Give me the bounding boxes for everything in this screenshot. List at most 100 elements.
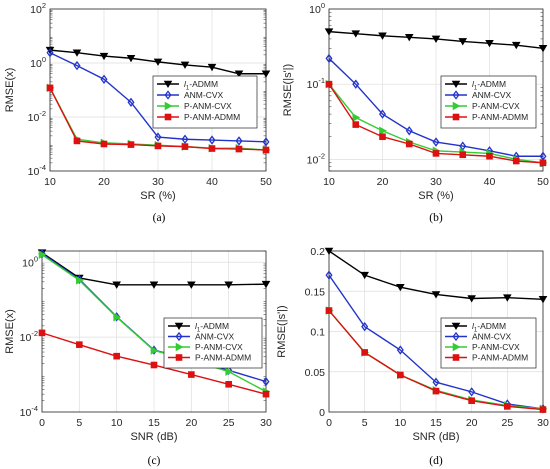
legend-marker-l1: [163, 80, 173, 89]
y-tick-label: 0.15: [305, 286, 326, 298]
legend-label-anmcvx: ANM-CVX: [195, 332, 235, 342]
legend-label-l1: l1-ADMM: [195, 321, 229, 334]
data-point-l1: [431, 35, 441, 43]
data-point-l1: [485, 39, 494, 48]
data-point-panmadmm: [459, 151, 467, 159]
legend-label-panmadmm: P-ANM-ADMM: [472, 112, 528, 122]
plot-frame: [328, 250, 544, 413]
data-point-anmcvx: [262, 376, 270, 387]
y-tick-base: 10: [307, 154, 319, 166]
series-panmadmm: [38, 329, 270, 398]
chart-panel-b: 10 20 30 40 5010-210-1100l1-ADMMANM-CVXP-ANM…: [282, 1, 549, 224]
data-point-panmadmm: [325, 80, 333, 88]
legend-label-rest: -ADMM: [477, 321, 506, 331]
data-point-panmcvx: [38, 250, 47, 259]
legend-marker-panmadmm: [175, 354, 183, 361]
plot-frame: [328, 8, 544, 172]
y-tick-label: 100: [309, 1, 325, 16]
data-point-l1: [404, 34, 414, 42]
legend-marker-panmcvx: [452, 101, 461, 111]
data-point-l1: [180, 61, 190, 69]
data-point-l1: [324, 28, 334, 36]
chart-panel-d: 0 5 10 15 20 25 30 0 0.05 0.1 0.15 0.2 l1-ADMMANM-CV…: [276, 246, 549, 467]
series-anmcvx: [46, 48, 270, 147]
x-tick-label: 30: [430, 176, 442, 188]
data-point-l1: [396, 283, 405, 292]
y-tick-label: 10-2: [307, 151, 325, 166]
data-point-anmcvx: [181, 134, 189, 144]
x-tick-label: 10: [44, 176, 56, 188]
data-point-l1: [360, 271, 369, 280]
legend-label-panmcvx: P-ANM-CVX: [472, 101, 520, 111]
data-point-panmcvx: [379, 126, 387, 136]
y-tick-label: 0.1: [310, 327, 325, 339]
data-point-panmadmm: [325, 307, 333, 314]
data-point-anmcvx: [432, 377, 440, 387]
data-point-l1: [234, 70, 244, 78]
data-point-l1: [99, 52, 109, 61]
series-panmadmm: [325, 307, 547, 413]
data-point-l1: [126, 54, 136, 63]
x-tick-label: 5: [362, 417, 368, 429]
data-point-panmadmm: [512, 157, 520, 165]
data-point-anmcvx: [405, 126, 413, 136]
legend-label-subscript: 1: [474, 328, 478, 334]
series-line-anmcvx: [49, 52, 267, 143]
series-l1: [324, 247, 548, 304]
legend-label-panmadmm: P-ANM-ADMM: [472, 353, 528, 363]
y-tick-base: 10: [309, 4, 321, 16]
x-tick-label: 20: [466, 417, 478, 429]
data-point-l1: [207, 63, 217, 72]
data-point-l1: [45, 46, 55, 55]
data-point-panmadmm: [539, 406, 547, 413]
legend-marker-panmcvx: [164, 101, 173, 111]
data-point-anmcvx: [325, 53, 333, 64]
data-point-anmcvx: [154, 132, 162, 142]
x-tick-label: 40: [484, 176, 496, 188]
legend-label-subscript: 1: [186, 86, 190, 92]
y-tick-base: 10: [28, 166, 40, 178]
y-tick-exponent: 0: [34, 254, 38, 263]
data-point-anmcvx: [361, 321, 369, 332]
y-tick-exponent: -2: [31, 329, 38, 338]
legend-label-base: l: [472, 321, 475, 331]
data-point-l1: [538, 45, 548, 53]
x-tick-label: 25: [223, 417, 235, 429]
data-point-anmcvx: [127, 97, 135, 107]
data-point-panmadmm: [150, 361, 158, 369]
legend-label-subscript: 1: [474, 86, 478, 92]
x-tick-label: 10: [323, 176, 335, 188]
data-point-l1: [458, 38, 468, 46]
data-point-panmadmm: [73, 137, 81, 145]
y-tick-exponent: -4: [31, 404, 38, 413]
data-point-panmadmm: [397, 371, 404, 379]
data-point-panmcvx: [352, 113, 361, 122]
panel-label: (a): [153, 212, 166, 224]
y-tick-exponent: -1: [318, 76, 325, 85]
series-l1: [45, 46, 271, 78]
legend-label-anmcvx: ANM-CVX: [472, 332, 512, 342]
legend-label-anmcvx: ANM-CVX: [184, 90, 224, 100]
data-point-l1: [467, 295, 476, 303]
data-point-l1: [324, 247, 334, 256]
data-point-l1: [511, 41, 521, 50]
y-tick-label: 102: [30, 1, 46, 16]
data-point-panmadmm: [361, 349, 368, 356]
y-tick-label: 100: [30, 55, 46, 70]
data-point-panmcvx: [76, 276, 84, 285]
series-l1: [324, 28, 548, 53]
chart-panel-a: 10 20 30 40 5010-410-2100102l1-ADMMANM-CVXP-…: [4, 1, 272, 224]
x-tick-label: 20: [377, 176, 389, 188]
legend-marker-panmadmm: [164, 113, 172, 121]
data-point-panmadmm: [352, 121, 360, 128]
data-point-l1: [503, 294, 512, 302]
data-point-l1: [153, 58, 163, 66]
x-tick-label: 10: [394, 417, 406, 429]
data-point-anmcvx: [352, 79, 360, 89]
y-tick-base: 10: [20, 407, 32, 419]
x-axis-label: SNR (dB): [130, 431, 177, 443]
